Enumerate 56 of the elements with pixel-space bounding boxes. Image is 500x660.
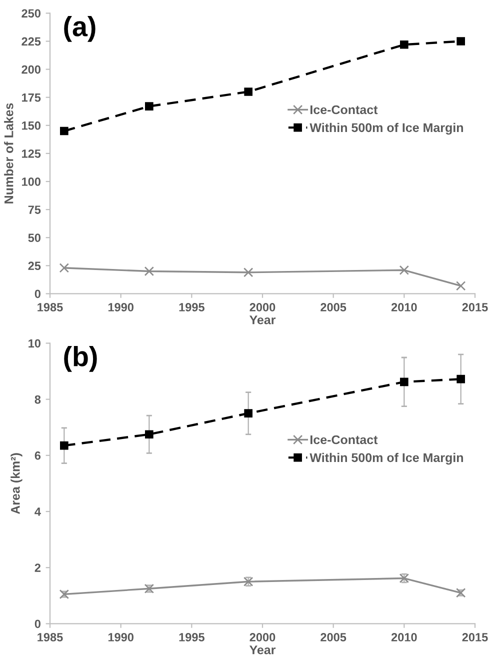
x-tick-label: 2015 xyxy=(462,633,488,642)
y-tick-label: 225 xyxy=(22,37,41,46)
y-tick-label: 0 xyxy=(34,290,40,298)
x-axis-title: Year xyxy=(250,316,276,324)
point xyxy=(144,266,154,276)
x-axis-title: Year xyxy=(250,646,276,654)
point xyxy=(145,102,154,110)
y-tick-label: 50 xyxy=(28,234,40,242)
x-tick-label: 2000 xyxy=(250,303,276,312)
x-tick-label: 1990 xyxy=(108,303,134,312)
point xyxy=(400,378,408,386)
chart-title: (b) xyxy=(64,346,97,372)
y-tick-label: 4 xyxy=(34,508,41,516)
x-tick-label: 2005 xyxy=(320,633,346,642)
y-axis-title: Area (km²) xyxy=(10,453,22,514)
y-tick-label: 2 xyxy=(34,564,40,572)
x-tick-label: 1995 xyxy=(179,303,204,312)
y-tick-label: 0 xyxy=(34,620,40,628)
point xyxy=(244,88,252,96)
x-tick-label: 2000 xyxy=(250,633,276,642)
point xyxy=(243,268,254,278)
point xyxy=(399,265,410,275)
legend-label: Within 500m of Ice Margin xyxy=(310,452,463,465)
x-tick-label: 2005 xyxy=(320,303,346,312)
y-axis-title: Number of Lakes xyxy=(4,103,14,204)
y-tick-label: 10 xyxy=(28,339,40,348)
point xyxy=(456,374,465,384)
y-tick-label: 125 xyxy=(22,149,41,158)
point xyxy=(456,280,466,291)
legend-label: Ice-Contact xyxy=(310,105,378,114)
y-tick-label: 75 xyxy=(28,206,41,214)
y-tick-label: 175 xyxy=(22,94,41,102)
x-tick-label: 1985 xyxy=(38,633,63,642)
point xyxy=(60,126,68,136)
point xyxy=(145,430,154,439)
point xyxy=(60,441,68,450)
y-tick-label: 25 xyxy=(28,262,41,270)
legend-label: Within 500m of Ice Margin xyxy=(310,122,463,135)
y-tick-label: 200 xyxy=(22,65,40,74)
x-tick-label: 2015 xyxy=(462,303,488,312)
point xyxy=(244,409,252,418)
y-tick-label: 150 xyxy=(22,121,40,130)
y-tick-label: 6 xyxy=(34,451,41,460)
y-tick-label: 250 xyxy=(22,9,40,18)
point xyxy=(456,37,465,46)
x-tick-label: 2010 xyxy=(391,303,417,312)
x-tick-label: 2010 xyxy=(391,633,417,642)
legend-label: Ice-Contact xyxy=(310,435,378,444)
x-tick-label: 1985 xyxy=(38,303,63,312)
x-tick-label: 1990 xyxy=(108,633,134,642)
y-tick-label: 100 xyxy=(22,178,40,186)
chart-title: (a) xyxy=(64,16,96,42)
point xyxy=(59,263,70,273)
y-tick-label: 8 xyxy=(34,395,41,404)
point xyxy=(400,40,408,49)
x-tick-label: 1995 xyxy=(179,633,204,642)
